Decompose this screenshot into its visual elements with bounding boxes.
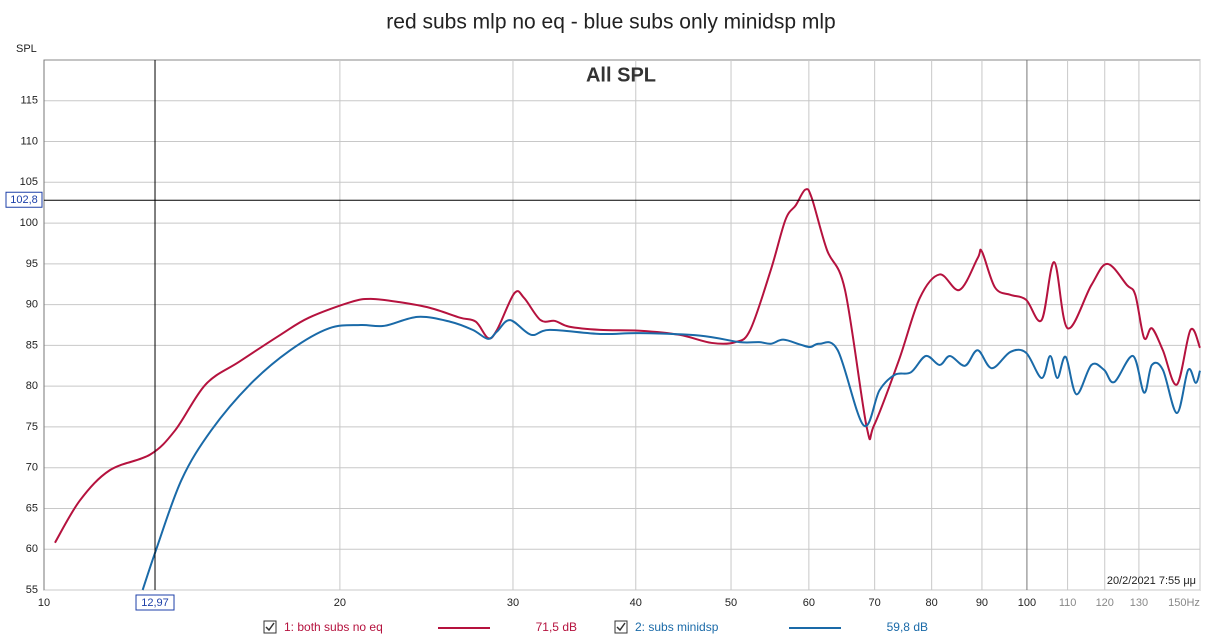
x-tick-label: 130	[1130, 597, 1148, 609]
x-tick-label: 110	[1059, 597, 1077, 609]
y-tick-label: 55	[26, 584, 38, 596]
legend-check	[265, 622, 275, 632]
legend-value: 71,5 dB	[536, 620, 577, 634]
cursor-label: 102,8	[10, 194, 38, 206]
plot	[44, 60, 1201, 591]
y-tick-label: 105	[20, 176, 38, 188]
cursor-box	[5, 191, 43, 208]
x-tick-label: 20	[334, 597, 346, 609]
y-tick-label: 85	[26, 339, 38, 351]
cursor-box	[135, 594, 175, 611]
y-tick-label: 90	[26, 299, 38, 311]
y-tick-label: 75	[26, 421, 38, 433]
y-tick-label: 115	[20, 95, 38, 107]
x-tick-label: 30	[507, 597, 519, 609]
x-tick-label: 90	[976, 597, 988, 609]
x-tick-label: 40	[630, 597, 642, 609]
y-tick-label: 110	[20, 135, 38, 147]
legend-label: 2: subs minidsp	[635, 620, 719, 634]
panel-title: All SPL	[586, 64, 656, 86]
x-tick-label: 120	[1096, 597, 1114, 609]
plot-frame	[43, 59, 1201, 591]
y-tick-label: 65	[26, 502, 38, 514]
x-tick-label: 80	[926, 597, 938, 609]
legend-value: 59,8 dB	[887, 620, 928, 634]
cursor-label: 12,97	[141, 597, 169, 609]
legend-label: 1: both subs no eq	[284, 620, 383, 634]
x-tick-label: 60	[803, 597, 815, 609]
y-tick-label: 60	[26, 543, 38, 555]
legend-checkbox	[614, 620, 628, 634]
legend: 1: both subs no eq 71,5 dB 2: subs minidsp…	[263, 620, 928, 634]
timestamp: 20/2/2021 7:55 μμ	[1107, 575, 1196, 587]
y-tick-label: 80	[26, 380, 38, 392]
x-tick-label: 10	[38, 597, 50, 609]
x-tick-label: 70	[869, 597, 881, 609]
x-tick-label: 150Hz	[1168, 597, 1200, 609]
series-line	[141, 315, 1201, 591]
y-tick-label: 100	[20, 217, 38, 229]
y-tick-label: 95	[26, 258, 38, 270]
chart-title: red subs mlp no eq - blue subs only mini…	[386, 11, 835, 34]
x-tick-label: 100	[1018, 597, 1036, 609]
series-line	[54, 187, 1201, 544]
y-tick-label: 70	[26, 462, 38, 474]
y-axis-label: SPL	[16, 43, 37, 55]
legend-check	[616, 622, 626, 632]
grid	[43, 60, 1201, 591]
x-tick-label: 50	[725, 597, 737, 609]
legend-checkbox	[263, 620, 277, 634]
